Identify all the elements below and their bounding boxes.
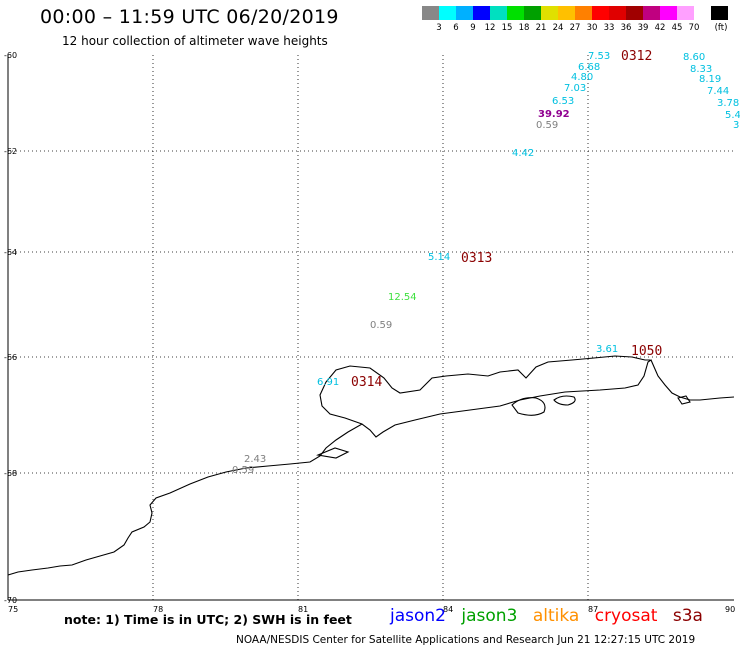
wave-height-label: 0.59 — [370, 320, 392, 331]
satellite-jason2: jason2 — [390, 606, 446, 626]
color-swatch — [524, 6, 541, 20]
wave-height-label: 3.78 — [717, 98, 739, 109]
color-swatch — [711, 6, 728, 20]
island-1 — [511, 397, 546, 416]
latitude-tick-label: -62 — [4, 147, 17, 156]
color-scale-label: 70 — [688, 23, 700, 33]
color-scale-label: 15 — [501, 23, 513, 33]
pass-time-label: 1050 — [631, 344, 662, 359]
island-2 — [553, 395, 576, 406]
wave-height-label: 8.60 — [683, 52, 705, 63]
ice-shelf-outline — [319, 355, 650, 425]
satellite-legend: jason2 jason3 altika cryosat s3a — [390, 606, 713, 626]
wave-height-label: 3 — [733, 120, 739, 131]
color-scale-label: 45 — [671, 23, 683, 33]
wave-height-label: 0.59 — [536, 120, 558, 131]
color-scale-label: 24 — [552, 23, 564, 33]
color-swatch — [694, 6, 711, 20]
color-scale-label: 3 — [436, 23, 442, 33]
color-scale-label: 21 — [535, 23, 547, 33]
color-scale-label: 6 — [453, 23, 459, 33]
longitude-tick-label: 75 — [8, 605, 18, 614]
pass-time-label: 0314 — [351, 375, 382, 390]
color-scale-label: 18 — [518, 23, 530, 33]
color-swatch — [456, 6, 473, 20]
color-swatch — [558, 6, 575, 20]
wave-height-label: 5.14 — [428, 252, 450, 263]
color-scale-labels: 3 6 9 12 15 18 21 24 27 30 33 36 39 42 45 70 (ft) — [422, 23, 732, 35]
wave-height-label: 39.92 — [538, 109, 570, 120]
coastline — [7, 359, 735, 576]
color-swatch — [626, 6, 643, 20]
longitude-tick-label: 90 — [725, 605, 735, 614]
credit-footer: NOAA/NESDIS Center for Satellite Applica… — [236, 634, 696, 646]
color-scale-label: 39 — [637, 23, 649, 33]
wave-height-label: 3.61 — [596, 344, 618, 355]
color-swatch — [507, 6, 524, 20]
wave-height-label: 6.53 — [552, 96, 574, 107]
color-swatch — [609, 6, 626, 20]
color-scale-label: 9 — [470, 23, 476, 33]
island-4 — [677, 395, 691, 405]
color-scale-label: 42 — [654, 23, 666, 33]
longitude-tick-label: 81 — [298, 605, 308, 614]
latitude-tick-label: -70 — [4, 596, 17, 605]
longitude-tick-label: 78 — [153, 605, 163, 614]
latitude-tick-label: -64 — [4, 248, 17, 257]
wave-height-label: 7.03 — [564, 83, 586, 94]
units-note: note: 1) Time is in UTC; 2) SWH is in fe… — [64, 612, 352, 627]
color-swatch — [592, 6, 609, 20]
color-swatch — [490, 6, 507, 20]
color-scale-label: 12 — [484, 23, 496, 33]
map-title: 00:00 – 11:59 UTC 06/20/2019 — [40, 6, 339, 28]
pass-time-label: 0312 — [621, 49, 652, 64]
wave-height-label: 7.44 — [707, 86, 729, 97]
satellite-s3a: s3a — [672, 606, 703, 626]
color-swatch — [473, 6, 490, 20]
wave-height-label: 4.42 — [512, 148, 534, 159]
wave-height-label: 2.43 — [244, 454, 266, 465]
axis-ticks: 75 78 81 84 87 90 -60 -62 -64 -66 -68 -70 — [4, 51, 735, 614]
color-swatch — [643, 6, 660, 20]
map-subtitle: 12 hour collection of altimeter wave hei… — [62, 34, 328, 48]
color-scale-label: 33 — [603, 23, 615, 33]
longitude-tick-label: 84 — [443, 605, 453, 614]
wave-height-label: 12.54 — [388, 292, 417, 303]
wave-height-label: 8.33 — [690, 64, 712, 75]
color-scale-label: 30 — [586, 23, 598, 33]
satellite-jason3: jason3 — [461, 606, 518, 626]
pass-time-label: 0313 — [461, 251, 492, 266]
latitude-tick-label: -60 — [4, 51, 17, 60]
latitude-tick-label: -66 — [4, 353, 17, 362]
color-swatch — [541, 6, 558, 20]
wave-height-label: 6.91 — [317, 377, 339, 388]
satellite-cryosat: cryosat — [594, 606, 658, 626]
latitude-tick-label: -68 — [4, 469, 17, 478]
satellite-altika: altika — [532, 606, 580, 626]
color-swatch — [422, 6, 439, 20]
color-scale-label: 27 — [569, 23, 581, 33]
island-3 — [316, 447, 350, 459]
color-swatch — [575, 6, 592, 20]
longitude-tick-label: 87 — [588, 605, 598, 614]
wave-height-label: 6.68 — [578, 62, 600, 73]
color-scale-label: 36 — [620, 23, 632, 33]
color-swatch — [439, 6, 456, 20]
wave-height-label: 4.80 — [571, 72, 593, 83]
wave-height-label: 8.19 — [699, 74, 721, 85]
wave-height-label: 0.59 — [232, 465, 254, 476]
wave-height-label: 5.4 — [725, 110, 740, 121]
graticule — [8, 55, 734, 600]
color-swatch — [677, 6, 694, 20]
color-scale-label: (ft) — [714, 23, 728, 33]
wave-height-label: 7.53 — [588, 51, 610, 62]
color-swatch — [660, 6, 677, 20]
color-scale-bar — [422, 6, 728, 20]
